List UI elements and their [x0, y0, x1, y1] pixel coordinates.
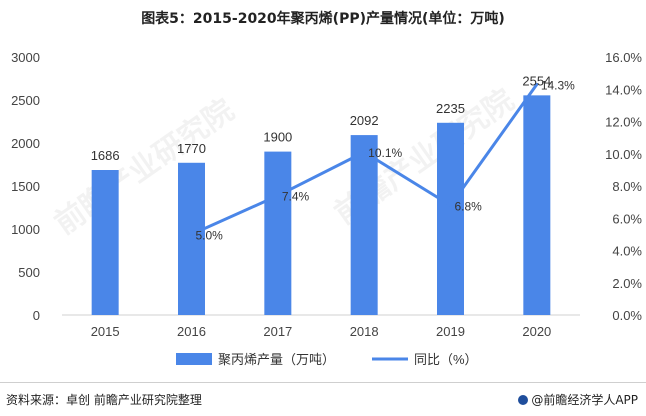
bar-value-label: 2235 [436, 101, 465, 116]
line-point [362, 150, 366, 154]
bar [437, 122, 464, 315]
watermark-text: 前瞻产业研究院 [49, 93, 241, 241]
line-value-label: 14.3% [541, 78, 575, 92]
x-tick-label: 2017 [263, 324, 292, 339]
bar [350, 135, 378, 315]
footer: 资料来源：卓创 前瞻产业研究院整理 @前瞻经济学人APP [0, 382, 646, 416]
x-tick-label: 2016 [177, 324, 206, 339]
y-right-tick-label: 16.0% [605, 50, 642, 65]
x-tick-label: 2018 [350, 324, 379, 339]
y-left-tick-label: 1500 [11, 179, 40, 194]
y-right-tick-label: 14.0% [605, 82, 642, 97]
line-value-label: 5.0% [196, 228, 224, 242]
y-right-tick-label: 10.0% [605, 147, 642, 162]
line-point [449, 203, 452, 207]
y-left-tick-label: 2500 [11, 93, 40, 108]
y-right-tick-label: 6.0% [612, 211, 642, 226]
footer-divider [0, 382, 646, 383]
bar-value-label: 1900 [263, 130, 292, 145]
line-value-label: 6.8% [455, 199, 483, 213]
x-tick-label: 2015 [91, 324, 120, 339]
axis-layer: 0 500 1000 1500 2000 2500 3000 0.0% 2.0% 4.0% 6.0%… [11, 50, 642, 339]
chart-title: 图表5：2015-2020年聚丙烯(PP)产量情况(单位：万吨) [141, 11, 505, 27]
data-labels: 1686 1770 1900 2092 2235 2554 5.0% 7.4% 10.1% 6.8… [91, 73, 575, 242]
bar [264, 151, 292, 315]
x-tick-label: 2020 [522, 324, 551, 339]
legend: 聚丙烯产量（万吨） 同比（%） [176, 352, 478, 367]
y-left-tick-label: 0 [33, 308, 40, 323]
y-left-tick-label: 500 [18, 265, 40, 280]
bar-value-label: 1686 [91, 148, 120, 163]
x-tick-label: 2019 [436, 324, 465, 339]
line-point [190, 232, 193, 236]
y-left-tick-label: 1000 [11, 222, 40, 237]
chart-svg: 前瞻产业研究院 前瞻产业研究院 0500100015002000250030000… [11, 50, 642, 367]
bar [523, 95, 551, 315]
line-series [190, 82, 539, 236]
bar-value-label: 1770 [177, 141, 206, 156]
brand-credit: @前瞻经济学人APP [518, 391, 638, 408]
y-left-tick-label: 2000 [11, 136, 40, 151]
bar-value-label: 2554 [522, 73, 551, 88]
brand-logo-icon [518, 395, 529, 405]
source-note: 资料来源：卓创 前瞻产业研究院整理 [6, 393, 202, 407]
legend-bar-label: 聚丙烯产量（万吨） [218, 352, 335, 367]
legend-line-label: 同比（%） [414, 352, 478, 367]
y-right-tick-label: 8.0% [612, 179, 642, 194]
y-left-tick-label: 3000 [11, 50, 40, 65]
bar [178, 162, 205, 315]
brand-text: @前瞻经济学人APP [531, 393, 638, 407]
bar [91, 170, 119, 315]
legend-bar-swatch [176, 353, 212, 365]
line-value-label: 7.4% [282, 190, 310, 204]
y-right-tick-label: 2.0% [612, 276, 642, 291]
y-right-tick-label: 0.0% [612, 308, 642, 323]
line-value-label: 10.1% [368, 146, 402, 160]
y-right-tick-label: 12.0% [605, 115, 642, 130]
bar-value-label: 2092 [350, 113, 379, 128]
y-right-tick-label: 4.0% [612, 244, 642, 259]
line-point [535, 82, 539, 86]
bar-series [91, 95, 551, 315]
line-point [276, 194, 280, 198]
